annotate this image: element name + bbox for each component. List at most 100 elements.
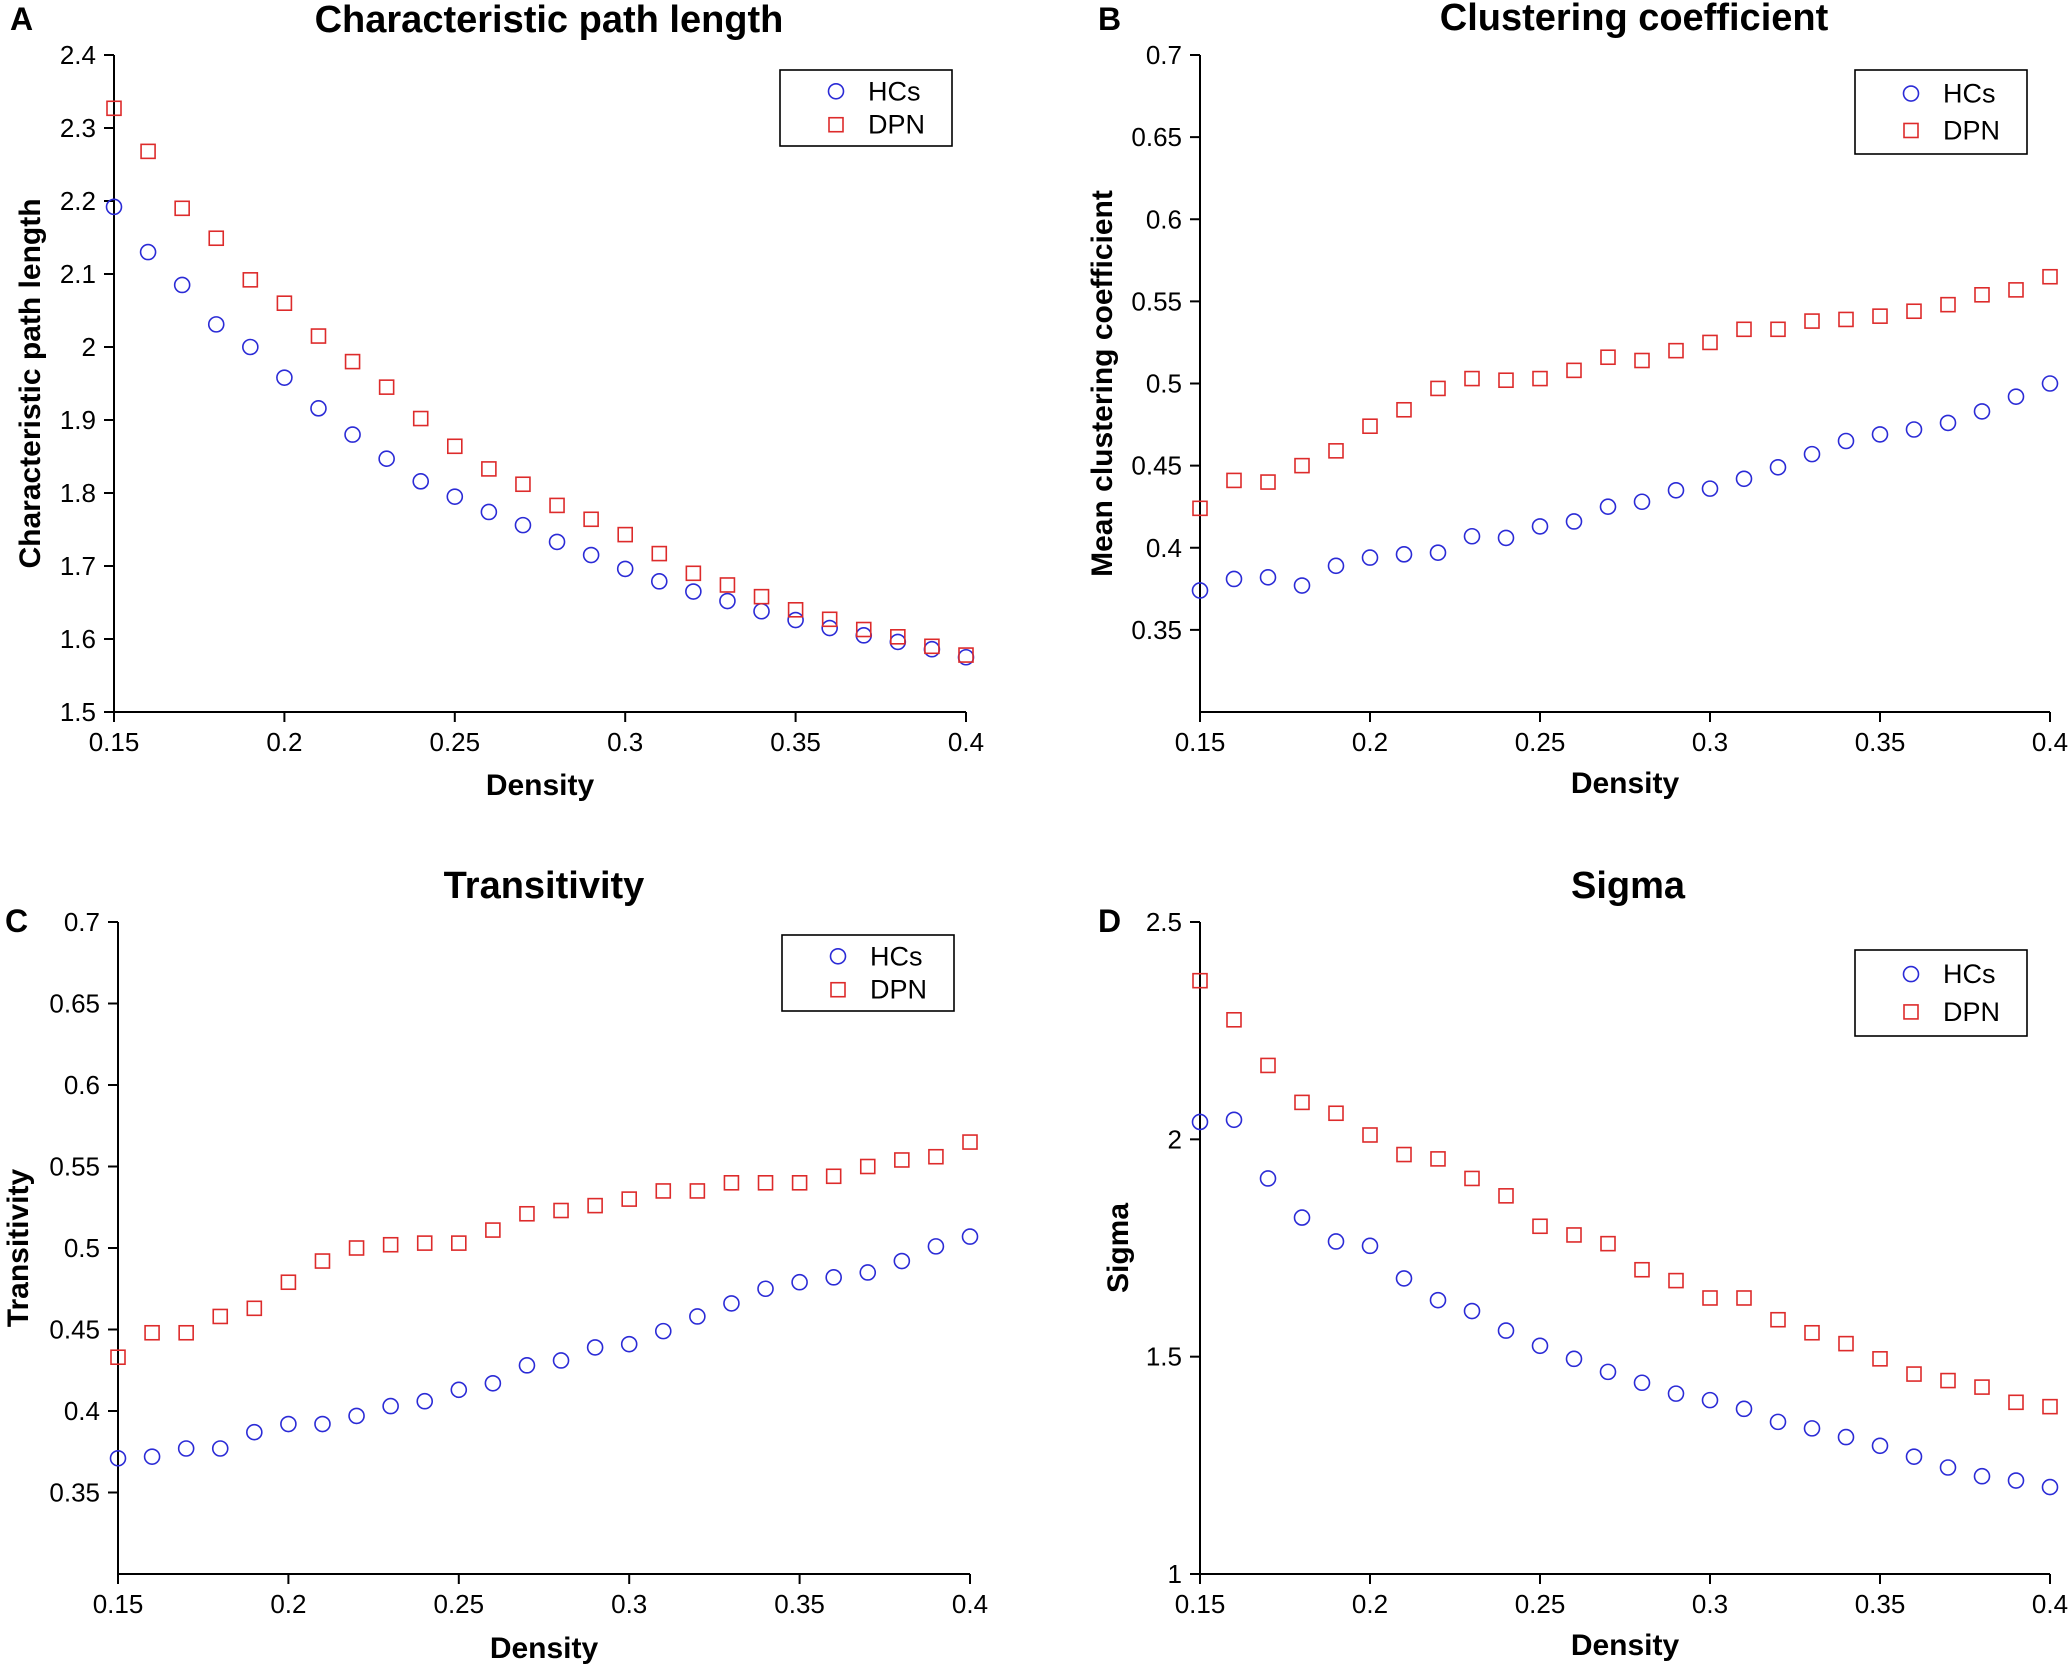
legend-box bbox=[1854, 949, 2028, 1037]
data-point bbox=[178, 1324, 194, 1341]
legend-box bbox=[781, 934, 955, 1012]
data-point bbox=[280, 1415, 297, 1433]
data-point bbox=[620, 1335, 638, 1353]
data-point bbox=[1497, 1322, 1515, 1339]
data-point bbox=[1395, 546, 1413, 563]
data-point bbox=[924, 638, 940, 655]
data-point bbox=[1328, 443, 1344, 459]
x-axis-label: Density bbox=[490, 1632, 599, 1665]
data-point bbox=[1736, 1290, 1752, 1306]
legend-label-hcs: HCs bbox=[870, 941, 923, 971]
data-point bbox=[1769, 458, 1787, 476]
legend-marker-hcs bbox=[1902, 965, 1920, 983]
data-point bbox=[655, 1183, 672, 1199]
data-point bbox=[1430, 1151, 1446, 1167]
x-tick-label: 0.2 bbox=[1352, 1589, 1388, 1619]
data-point bbox=[1328, 1105, 1344, 1122]
data-point bbox=[1939, 414, 1957, 432]
data-point bbox=[1362, 418, 1378, 435]
data-point bbox=[1599, 1363, 1617, 1381]
data-point bbox=[378, 379, 395, 395]
data-point bbox=[276, 369, 293, 386]
legend-label-dpn: DPN bbox=[868, 110, 925, 140]
data-point bbox=[1294, 1094, 1310, 1111]
y-tick-label: 2.3 bbox=[60, 113, 96, 143]
data-point bbox=[2007, 388, 2025, 405]
data-point bbox=[1736, 321, 1752, 338]
legend-box bbox=[779, 69, 953, 147]
data-point bbox=[825, 1168, 842, 1185]
data-point bbox=[583, 511, 599, 528]
data-point bbox=[1191, 1113, 1209, 1131]
data-point bbox=[246, 1423, 263, 1441]
data-point bbox=[412, 410, 429, 427]
data-point bbox=[1837, 1428, 1855, 1446]
data-point bbox=[958, 647, 974, 663]
data-point bbox=[110, 1349, 126, 1366]
x-tick-label: 0.3 bbox=[1692, 1589, 1728, 1619]
data-point bbox=[1837, 432, 1855, 450]
y-tick-label: 0.35 bbox=[1131, 615, 1182, 645]
data-point bbox=[382, 1236, 399, 1253]
x-tick-label: 0.4 bbox=[952, 1589, 988, 1619]
x-tick-label: 0.35 bbox=[774, 1589, 825, 1619]
data-point bbox=[1633, 493, 1651, 511]
panel-label: D bbox=[1098, 903, 1121, 939]
y-tick-label: 1.8 bbox=[60, 478, 96, 508]
data-point bbox=[1225, 570, 1243, 588]
data-point bbox=[177, 1440, 195, 1457]
x-tick-label: 0.15 bbox=[93, 1589, 144, 1619]
panel-d: D Sigma 1 1.5 2 2.5 0.15 0.2 0.25 0.3 0.35 0.4 Densi… bbox=[1098, 865, 2068, 1662]
y-tick-label: 0.5 bbox=[64, 1233, 100, 1263]
data-point bbox=[928, 1148, 944, 1165]
data-point bbox=[855, 627, 873, 644]
data-point bbox=[1463, 527, 1481, 545]
x-tick-label: 0.25 bbox=[433, 1589, 484, 1619]
x-axis-label: Density bbox=[1571, 767, 1680, 800]
data-point bbox=[480, 503, 498, 521]
data-point bbox=[1701, 1391, 1719, 1409]
data-point bbox=[753, 588, 770, 605]
data-point bbox=[412, 473, 430, 490]
x-tick-label: 0.25 bbox=[429, 727, 480, 757]
legend: HCs DPN bbox=[1854, 949, 2028, 1037]
data-point bbox=[416, 1235, 433, 1251]
data-point bbox=[212, 1308, 229, 1325]
data-point bbox=[276, 295, 293, 312]
data-point bbox=[893, 1252, 911, 1270]
data-point bbox=[1293, 1209, 1311, 1226]
legend: HCs DPN bbox=[1854, 69, 2028, 155]
data-point bbox=[1702, 1290, 1718, 1306]
x-tick-label: 0.4 bbox=[948, 727, 984, 757]
panel-label: C bbox=[5, 903, 28, 939]
legend-marker-hcs bbox=[829, 947, 847, 965]
data-point bbox=[961, 1228, 979, 1245]
data-point bbox=[174, 200, 190, 217]
data-point bbox=[1769, 1413, 1787, 1431]
x-tick-label: 0.3 bbox=[1692, 727, 1728, 757]
data-point bbox=[1464, 370, 1480, 387]
legend-label-dpn: DPN bbox=[1943, 997, 2000, 1027]
data-point bbox=[1872, 1351, 1888, 1367]
legend-marker-dpn bbox=[830, 981, 846, 998]
data-point bbox=[2041, 375, 2059, 392]
data-point bbox=[314, 1253, 331, 1269]
series-dpn bbox=[1192, 268, 2058, 517]
y-tick-label: 2 bbox=[82, 332, 96, 362]
data-point bbox=[1906, 1366, 1922, 1382]
data-point bbox=[719, 592, 736, 610]
data-point bbox=[1327, 557, 1345, 575]
data-point bbox=[1464, 1170, 1480, 1187]
y-axis-label: Mean clustering coefficient bbox=[1086, 190, 1119, 577]
data-point bbox=[1259, 1170, 1277, 1187]
data-point bbox=[242, 338, 259, 356]
x-tick-label: 0.25 bbox=[1515, 1589, 1566, 1619]
data-point bbox=[586, 1339, 604, 1356]
data-point bbox=[723, 1175, 740, 1191]
y-tick-label: 1.9 bbox=[60, 405, 96, 435]
data-point bbox=[1362, 1127, 1378, 1143]
legend-label-hcs: HCs bbox=[1943, 79, 1996, 109]
data-point bbox=[787, 611, 804, 629]
data-point bbox=[894, 1152, 910, 1168]
data-point bbox=[310, 328, 327, 344]
